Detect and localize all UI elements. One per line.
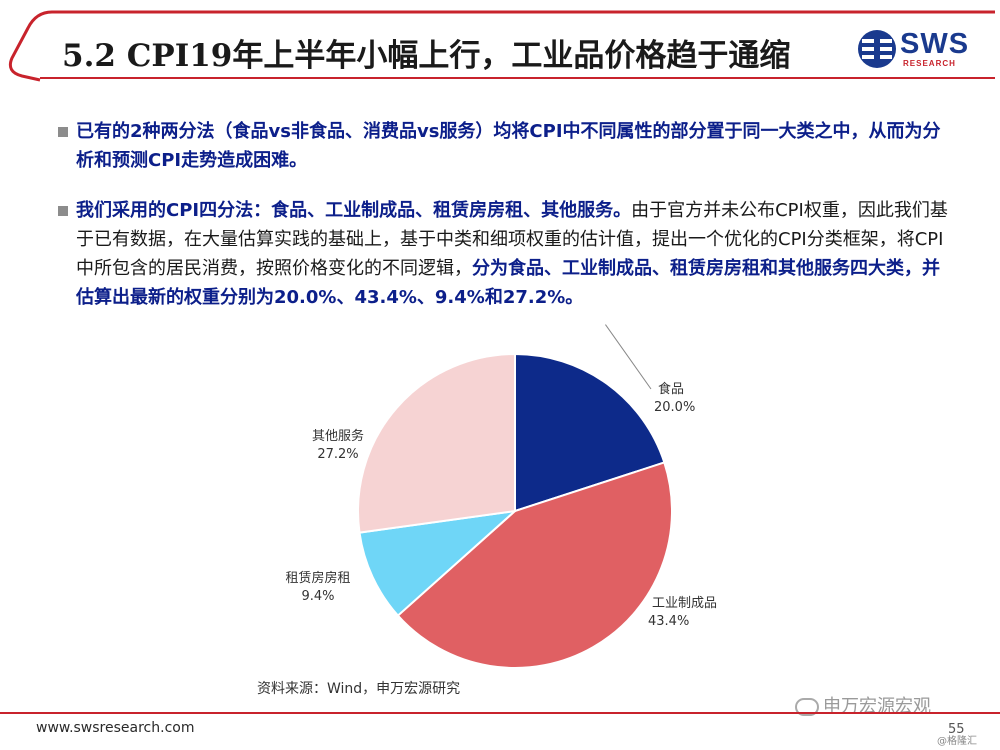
pie-slice-3 [358,509,519,617]
slice-label-3: 租赁房房租 [285,570,350,586]
pie-chart: 食品 20.0% 工业制成品 43.4% 租赁房房租 9.4% 其他服务 27.2% [285,324,717,670]
slice-value-label-1: 20.0% [654,400,695,415]
slice-label-1: 食品 [658,381,684,397]
bullet-paragraph-2: 我们采用的CPI四分法：食品、工业制成品、租赁房房租、其他服务。由于官方并未公布… [58,196,956,312]
footer-divider [0,712,1000,714]
slice-label-2: 工业制成品 [652,596,717,611]
footer-url: www.swsresearch.com [36,720,195,736]
pie-slice-1 [514,352,666,513]
bullet-2-body: 由于官方并未公布CPI权重，因此我们基于已有数据，在大量估算实践的基础上，基于中… [76,200,948,279]
bullet-1-text: 已有的2种两分法（食品vs非食品、消费品vs服务）均将CPI中不同属性的部分置于… [76,121,941,171]
slice-value-label-3: 9.4% [301,589,334,604]
pie-slice-4 [357,352,516,534]
page-number: 55 [948,722,965,737]
corner-watermark: @格隆汇 [937,736,977,747]
sws-logo-icon [858,30,896,68]
sws-logo: SWS RESEARCH [856,28,986,72]
title-bar: 5.2 CPI19年上半年小幅上行，工业品价格趋于通缩 SWS RESEARCH [0,0,1000,90]
bullet-paragraph-1: 已有的2种两分法（食品vs非食品、消费品vs服务）均将CPI中不同属性的部分置于… [58,117,956,175]
slice-value-label-2: 43.4% [648,614,689,629]
logo-subtext: RESEARCH [903,59,956,68]
bullet-2-heading: 我们采用的CPI四分法：食品、工业制成品、租赁房房租、其他服务。 [76,200,632,221]
slice-value-label-4: 27.2% [317,447,358,462]
bullet-square-icon [58,127,68,137]
bullet-2-conclusion: 分为食品、工业制成品、租赁房房租和其他服务四大类，并估算出最新的权重分别为20.… [76,258,940,308]
bullet-square-icon [58,206,68,216]
wechat-watermark-text: 申万宏源宏观 [823,696,931,717]
logo-text: SWS [900,28,970,60]
pie-slice-2 [396,461,673,670]
page-title: 5.2 CPI19年上半年小幅上行，工业品价格趋于通缩 [62,38,791,74]
title-frame-shape [8,10,995,82]
wechat-watermark: 申万宏源宏观 [795,692,931,718]
source-note: 资料来源：Wind，申万宏源研究 [257,681,461,697]
wechat-icon [795,698,819,716]
slice-label-4: 其他服务 [312,428,364,444]
leader-line-1 [605,324,652,390]
